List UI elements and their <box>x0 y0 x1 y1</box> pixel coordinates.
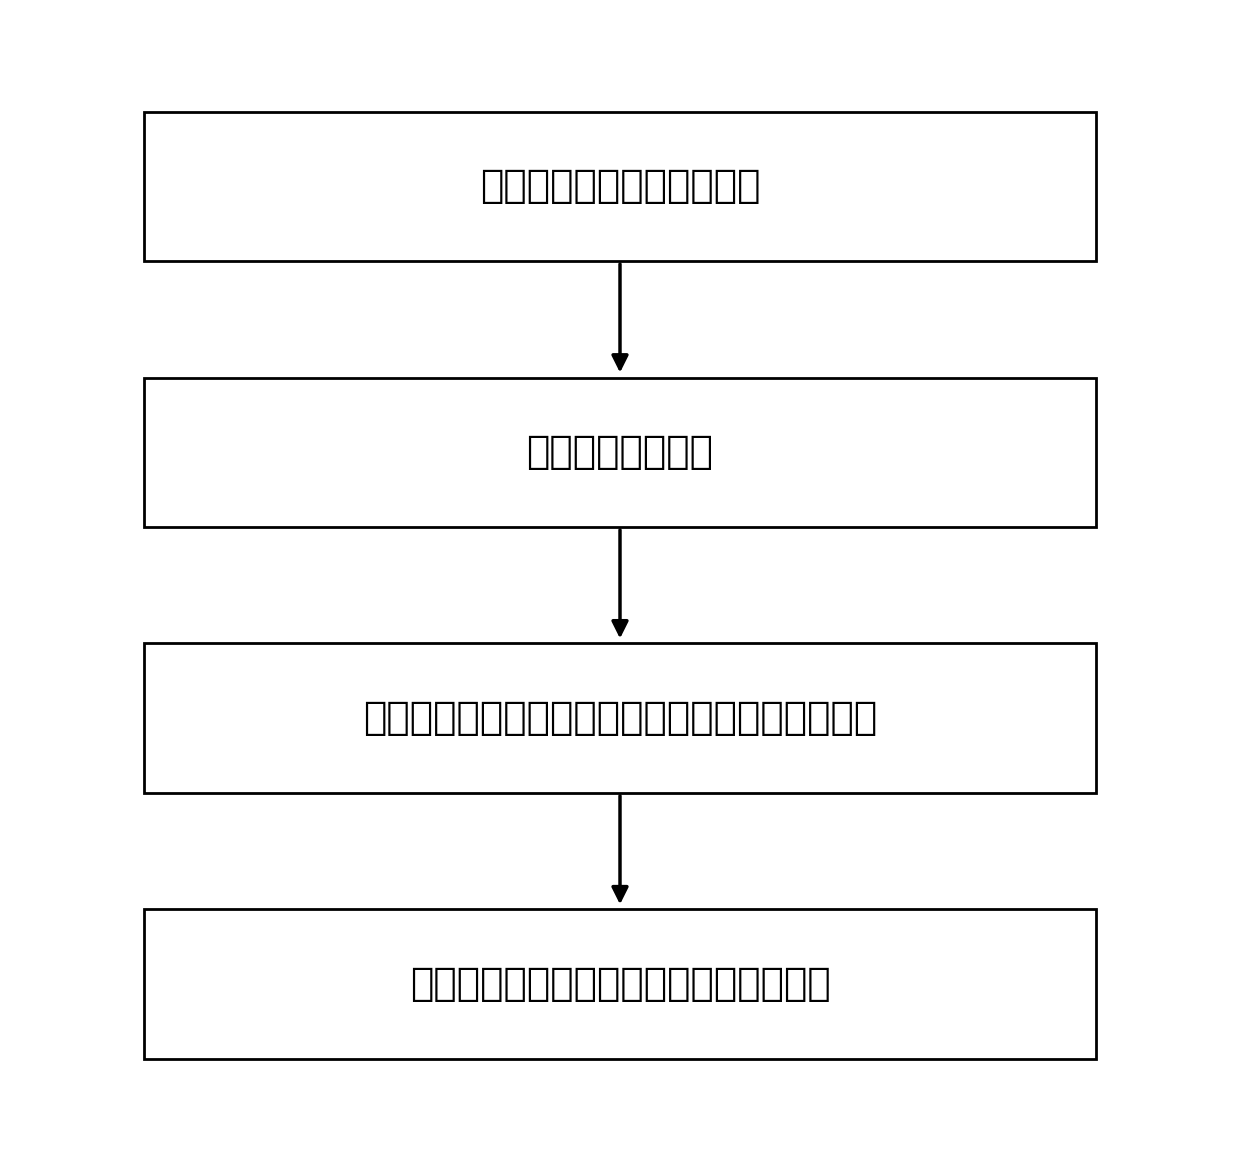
Bar <box>144 112 1096 261</box>
Bar <box>144 644 1096 793</box>
Text: 极限学习机搭建、训练渡槽槽墩沉降量的预测模型: 极限学习机搭建、训练渡槽槽墩沉降量的预测模型 <box>363 699 877 737</box>
Text: 预测模型预测未来若干天渡槽槽墩沉降量: 预测模型预测未来若干天渡槽槽墩沉降量 <box>409 965 831 1003</box>
Text: 布设基准点和沉降量监测点: 布设基准点和沉降量监测点 <box>480 167 760 205</box>
Bar <box>144 377 1096 527</box>
Bar <box>144 909 1096 1059</box>
Text: 获取历史实测数据: 获取历史实测数据 <box>527 434 713 471</box>
